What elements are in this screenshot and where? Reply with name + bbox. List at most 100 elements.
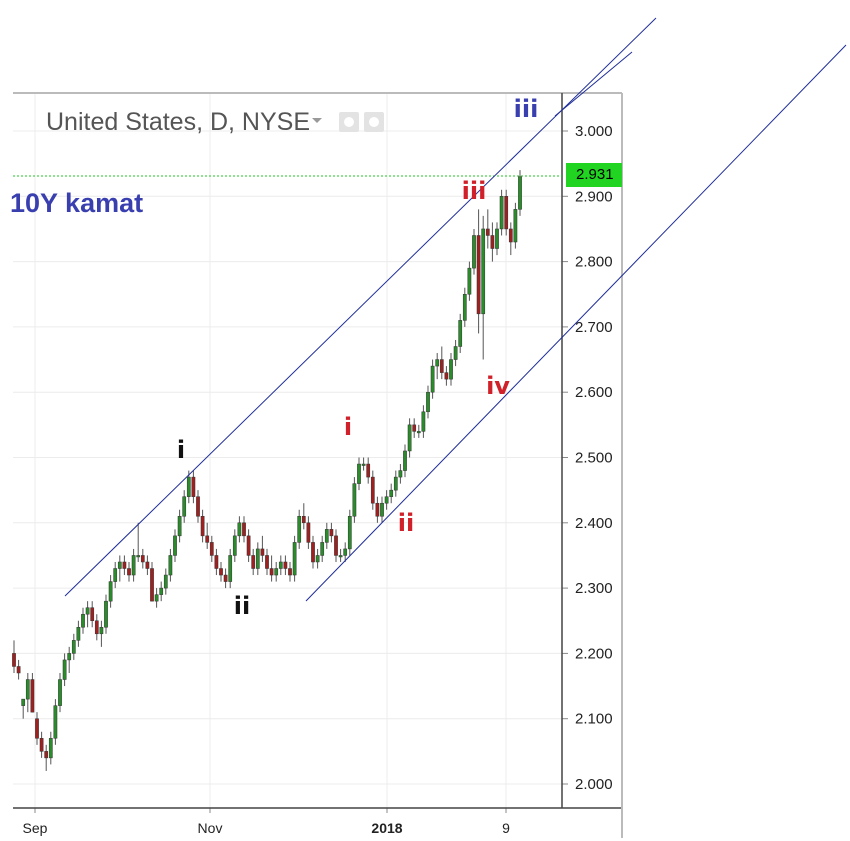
candle [352, 477, 357, 523]
candle [140, 548, 145, 569]
candle [251, 548, 256, 576]
y-tick-label: 2.200 [575, 645, 613, 662]
candle [416, 424, 421, 438]
candle [223, 568, 228, 589]
candle-body-down [16, 666, 21, 674]
y-tick-label: 2.700 [575, 319, 613, 336]
candle [430, 359, 435, 399]
candle-body-up [416, 431, 421, 434]
candle [260, 535, 265, 562]
candle-body-down [191, 476, 196, 497]
candle-body-up [472, 235, 476, 269]
candle [462, 287, 467, 327]
candle [265, 548, 269, 576]
candle [39, 731, 44, 758]
candle-body-up [99, 627, 104, 635]
wave-label: ii [398, 509, 414, 537]
candle-body-down [301, 516, 306, 524]
candle [311, 535, 315, 569]
wave-label: iii [462, 177, 487, 205]
candle-body-down [242, 522, 246, 537]
candle-body-down [283, 561, 288, 569]
wave-label: i [177, 436, 185, 464]
candle-body-up [380, 502, 384, 517]
candle [21, 698, 26, 719]
candle [283, 555, 288, 576]
candle [90, 601, 95, 628]
candle [237, 516, 242, 543]
axis-layer: 3.000 2.900 2.800 2.700 2.600 2.500 2.400 2.300… [13, 92, 623, 838]
candle [127, 561, 131, 582]
eye-icon[interactable] [339, 112, 359, 132]
candle-body-up [81, 613, 85, 628]
candle [329, 522, 334, 543]
candle-body-down [122, 561, 127, 569]
candle [173, 529, 177, 562]
candle [209, 535, 214, 562]
candle-body-down [30, 679, 35, 713]
candle-body-down [370, 476, 375, 504]
candle-body-down [94, 620, 99, 635]
candle [186, 470, 191, 504]
candle-layer [12, 170, 522, 771]
candle [274, 561, 279, 582]
candle-body-down [196, 496, 200, 517]
candle [94, 614, 99, 641]
candle [380, 496, 384, 523]
candle [113, 561, 118, 589]
candle [150, 561, 154, 602]
candle [58, 672, 62, 713]
candle-body-up [352, 483, 357, 517]
candle-body-down [90, 607, 95, 622]
candle-body-down [476, 235, 481, 315]
candle [232, 529, 237, 562]
candle [85, 601, 90, 628]
candle [407, 418, 412, 458]
candle-body-down [127, 568, 131, 576]
gear-icon[interactable] [364, 112, 384, 132]
candle-body-up [435, 359, 440, 367]
candle [481, 215, 486, 360]
candle [228, 548, 233, 589]
candle [108, 575, 113, 608]
y-tick-label: 2.600 [575, 384, 613, 401]
candle [320, 535, 325, 562]
y-tick-label: 2.300 [575, 580, 613, 597]
candle [343, 542, 348, 562]
channel-line [554, 51, 633, 117]
candle-body-down [145, 561, 150, 569]
candle-body-down [329, 529, 334, 537]
candle-body-up [154, 594, 159, 602]
candle-body-up [338, 555, 343, 558]
candle [361, 457, 366, 471]
candle [366, 457, 371, 484]
candle-body-up [136, 555, 141, 558]
candle-body-up [343, 548, 348, 556]
candle [76, 620, 81, 647]
wave-label: ii [234, 592, 250, 620]
candle [16, 659, 21, 680]
candle [485, 209, 490, 249]
candle-body-up [173, 535, 177, 556]
candle [467, 261, 472, 301]
candle [504, 189, 509, 236]
candle-body-up [467, 267, 472, 295]
candle-body-down [251, 555, 256, 569]
candle-body-up [481, 228, 486, 315]
candle-body-down [485, 228, 490, 236]
candle-body-down [44, 751, 49, 759]
candle-body-up [384, 496, 389, 504]
candle [334, 529, 338, 562]
candle [472, 228, 476, 275]
candle [136, 522, 141, 562]
candle-body-up [274, 568, 279, 576]
candle-body-up [430, 365, 435, 393]
y-tick-label: 2.800 [575, 254, 613, 271]
candle-body-up [398, 470, 403, 478]
candle-body-down [508, 228, 513, 243]
candle [35, 712, 39, 745]
candle-body-up [347, 516, 352, 550]
candle [154, 588, 159, 608]
candle-body-up [421, 411, 426, 432]
chevron-down-icon[interactable] [312, 118, 322, 123]
